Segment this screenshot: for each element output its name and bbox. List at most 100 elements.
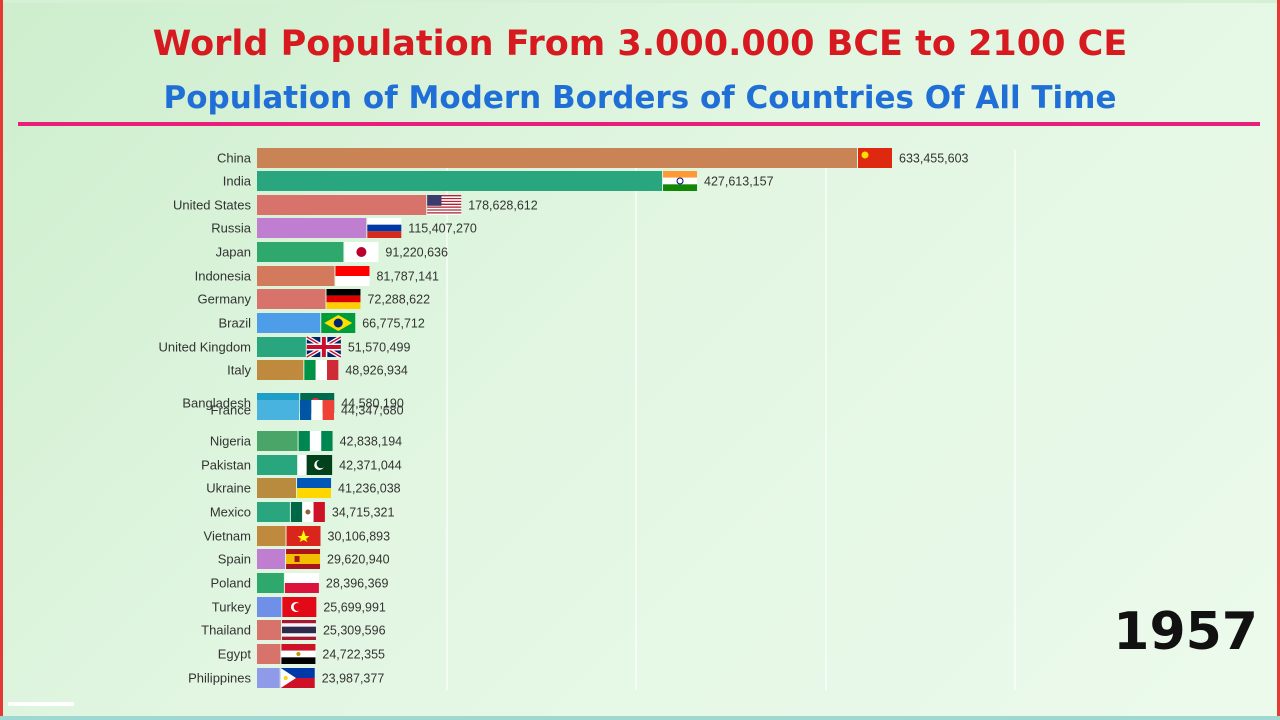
bar — [257, 597, 282, 617]
category-label: United States — [173, 198, 252, 213]
value-label: 633,455,603 — [899, 152, 969, 166]
bar-row-brazil: Brazil 66,775,712 — [218, 313, 425, 333]
gridlines — [446, 150, 1016, 690]
category-label: France — [211, 403, 251, 418]
category-label: Vietnam — [204, 529, 251, 544]
value-label: 51,570,499 — [348, 341, 411, 355]
value-label: 42,371,044 — [339, 459, 402, 473]
bar — [257, 289, 326, 309]
bar-row-france: France 44,347,680 — [211, 400, 404, 420]
india-flag-icon — [663, 171, 698, 191]
bar-row-indonesia: Indonesia 81,787,141 — [195, 266, 439, 286]
bar — [257, 242, 344, 262]
category-label: Italy — [227, 363, 251, 378]
bar-row-poland: Poland 28,396,369 — [211, 573, 389, 593]
bar — [257, 266, 335, 286]
bar — [257, 526, 286, 546]
playback-progress — [8, 702, 74, 706]
germany-flag-icon — [326, 289, 361, 309]
bar-row-japan: Japan 91,220,636 — [216, 242, 448, 262]
value-label: 41,236,038 — [338, 482, 401, 496]
bar — [257, 549, 286, 569]
bar — [257, 400, 300, 420]
bar-row-thailand: Thailand 25,309,596 — [201, 620, 386, 640]
philippines-flag-icon — [280, 668, 315, 688]
right-frame-border — [1277, 0, 1280, 720]
nigeria-flag-icon — [298, 431, 333, 451]
category-label: Spain — [218, 552, 251, 567]
bar-row-russia: Russia 115,407,270 — [211, 218, 477, 238]
category-label: Ukraine — [206, 481, 251, 496]
value-label: 42,838,194 — [340, 435, 403, 449]
bar-row-pakistan: Pakistan 42,371,044 — [201, 455, 402, 475]
thailand-flag-icon — [281, 620, 316, 640]
bar-row-ukraine: Ukraine 41,236,038 — [206, 478, 401, 498]
bar-row-united-kingdom: United Kingdom 51,570,499 — [159, 335, 411, 359]
value-label: 25,309,596 — [323, 624, 386, 638]
category-label: Pakistan — [201, 458, 251, 473]
bar — [257, 455, 298, 475]
value-label: 427,613,157 — [704, 175, 774, 189]
bar — [257, 171, 663, 191]
value-label: 81,787,141 — [376, 270, 439, 284]
category-label: Russia — [211, 221, 252, 236]
russia-flag-icon — [367, 218, 402, 238]
value-label: 115,407,270 — [408, 222, 477, 236]
category-label: Bangladesh — [182, 396, 251, 411]
chart-subtitle: Population of Modern Borders of Countrie… — [163, 80, 1117, 116]
category-label: United Kingdom — [159, 340, 252, 355]
bar-row-nigeria: Nigeria 42,838,194 — [210, 431, 402, 451]
bar — [257, 148, 857, 168]
category-label: Brazil — [218, 316, 251, 331]
bar — [257, 431, 298, 451]
bar — [257, 502, 290, 522]
bar-row-vietnam: Vietnam 30,106,893 — [204, 526, 390, 546]
bar — [257, 478, 297, 498]
category-label: Mexico — [210, 505, 251, 520]
bottom-frame — [0, 716, 1280, 720]
france-flag-icon — [300, 400, 335, 420]
china-flag-icon — [858, 148, 892, 168]
mexico-flag-icon — [290, 502, 325, 522]
category-label: Germany — [198, 292, 252, 307]
title-divider — [18, 122, 1260, 126]
pakistan-flag-icon — [298, 455, 333, 475]
bar-row-mexico: Mexico 34,715,321 — [210, 502, 395, 522]
turkey-flag-icon — [282, 597, 317, 617]
value-label: 24,722,355 — [322, 648, 385, 662]
italy-flag-icon — [304, 360, 339, 380]
value-label: 91,220,636 — [385, 246, 448, 260]
brazil-flag-icon — [321, 313, 356, 333]
category-label: China — [217, 151, 252, 166]
value-label: 66,775,712 — [362, 317, 425, 331]
bar — [257, 573, 284, 593]
value-label: 25,699,991 — [323, 601, 386, 615]
value-label: 44,347,680 — [341, 404, 404, 418]
year-counter: 1957 — [1113, 602, 1258, 662]
category-label: Turkey — [212, 600, 252, 615]
spain-flag-icon — [286, 549, 321, 569]
value-label: 178,628,612 — [468, 199, 538, 213]
bar — [257, 668, 280, 688]
value-label: 28,396,369 — [326, 577, 389, 591]
bar-row-germany: Germany 72,288,622 — [198, 289, 430, 309]
bar-row-spain: Spain 29,620,940 — [218, 549, 390, 569]
chart-title: World Population From 3.000.000 BCE to 2… — [152, 24, 1128, 64]
value-label: 48,926,934 — [345, 364, 408, 378]
bar-row-united-states: United States 178,628,612 — [173, 195, 538, 215]
value-label: 72,288,622 — [367, 293, 430, 307]
bar — [257, 337, 306, 357]
bar — [257, 620, 281, 640]
japan-flag-icon — [344, 242, 379, 262]
bar — [257, 218, 367, 238]
category-label: Japan — [216, 245, 251, 260]
united-states-flag-icon — [427, 195, 462, 215]
value-label: 23,987,377 — [322, 672, 385, 686]
bar-row-egypt: Egypt 24,722,355 — [218, 644, 385, 664]
top-frame — [0, 0, 1280, 3]
value-label: 29,620,940 — [327, 553, 390, 567]
egypt-flag-icon — [281, 644, 316, 664]
value-label: 34,715,321 — [332, 506, 395, 520]
bar — [257, 644, 281, 664]
